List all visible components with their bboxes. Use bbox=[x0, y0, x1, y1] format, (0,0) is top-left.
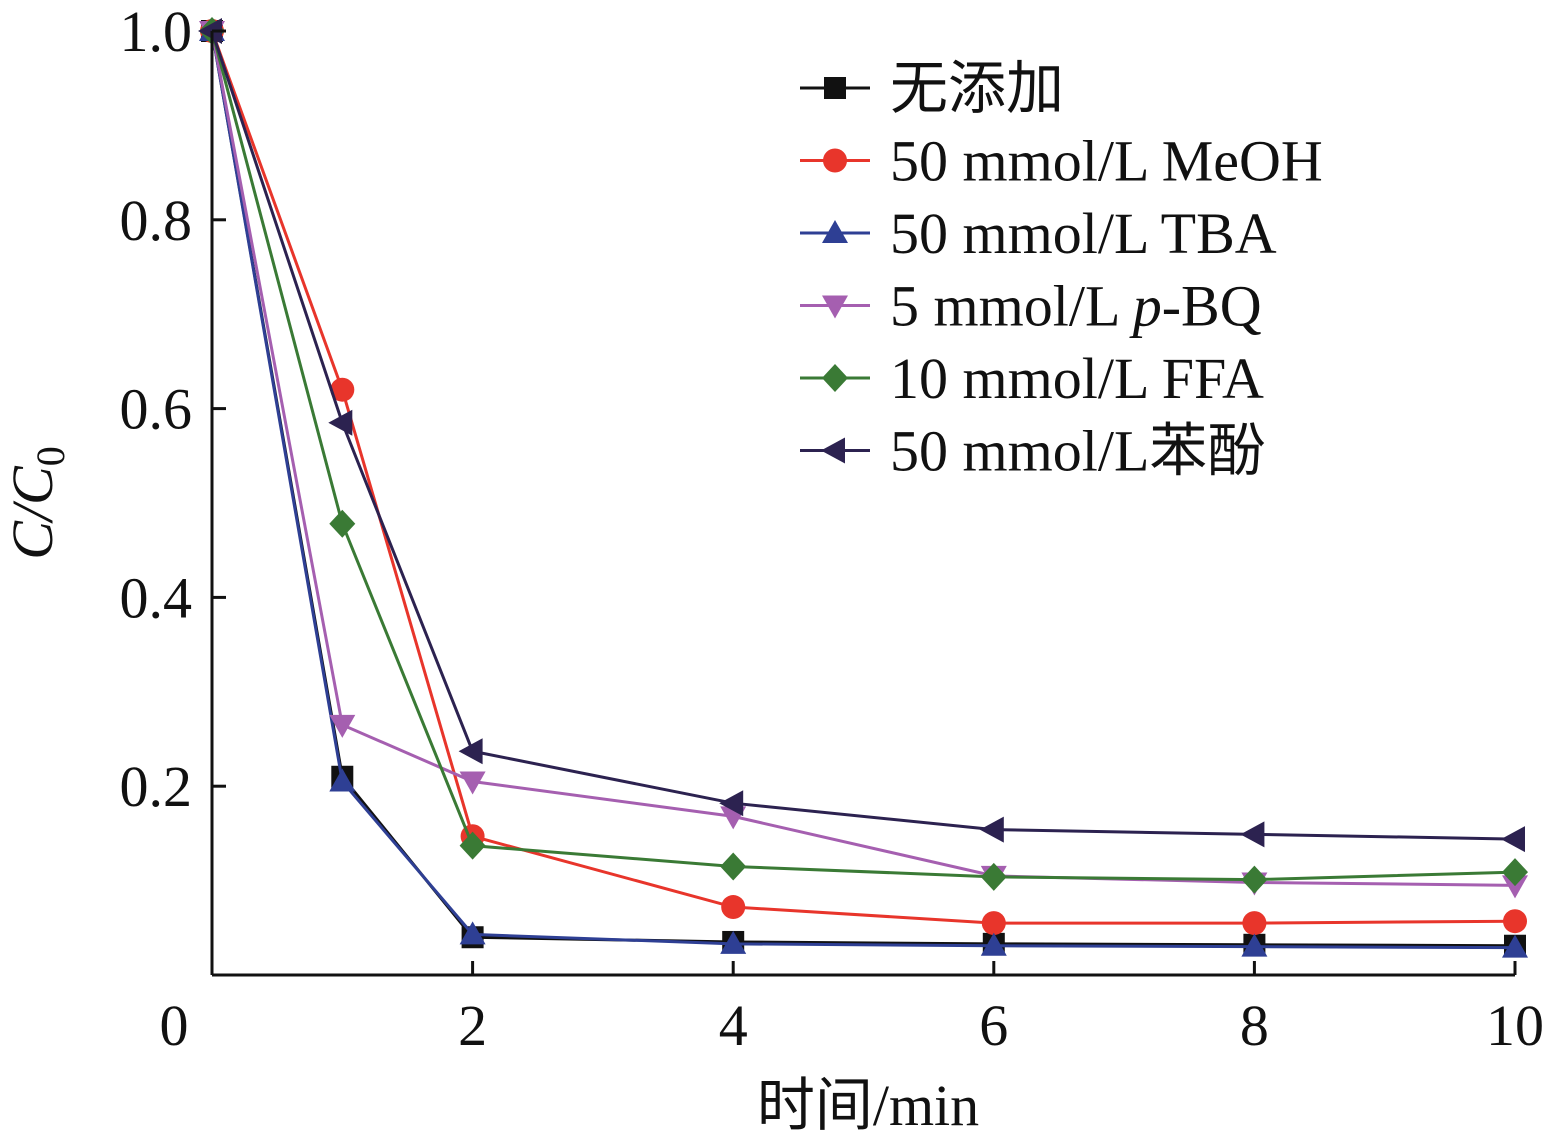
data-point bbox=[1502, 875, 1528, 899]
series-6 bbox=[198, 18, 1525, 853]
series-4 bbox=[199, 21, 1528, 899]
data-point bbox=[328, 409, 353, 436]
data-point bbox=[459, 771, 486, 795]
y-tick-label: 1.0 bbox=[120, 0, 193, 64]
data-point bbox=[459, 831, 486, 860]
x-tick-label: 2 bbox=[458, 993, 487, 1058]
data-point bbox=[719, 790, 744, 817]
data-point bbox=[198, 18, 222, 44]
data-point bbox=[1241, 933, 1268, 957]
x-tick-label: 6 bbox=[979, 993, 1008, 1058]
legend-marker bbox=[822, 295, 848, 319]
data-point bbox=[329, 509, 356, 538]
legend-marker bbox=[824, 77, 846, 99]
legend-label: 50 mmol/L苯酚 bbox=[890, 419, 1265, 484]
legend-item: 50 mmol/L MeOH bbox=[800, 129, 1323, 194]
y-axis: 0.2 0.4 0.6 0.8 1.0 bbox=[120, 0, 226, 975]
legend-label: 50 mmol/L MeOH bbox=[890, 129, 1323, 194]
legend-marker bbox=[823, 148, 847, 173]
data-point bbox=[720, 930, 747, 954]
data-point bbox=[329, 768, 356, 792]
legend-item: 50 mmol/L TBA bbox=[800, 201, 1277, 266]
legend-label: 50 mmol/L TBA bbox=[890, 201, 1277, 266]
legend-marker bbox=[822, 220, 848, 243]
y-tick-label: 0.2 bbox=[120, 754, 193, 819]
data-point bbox=[459, 921, 486, 945]
data-point bbox=[979, 816, 1004, 843]
legend: 无添加 50 mmol/L MeOH 50 mmol/L TBA 5 mmol/L p… bbox=[800, 56, 1323, 484]
x-tick-label: 4 bbox=[719, 993, 748, 1058]
data-point bbox=[980, 862, 1007, 891]
data-point bbox=[980, 932, 1007, 956]
legend-label: 10 mmol/L FFA bbox=[890, 346, 1264, 411]
data-point bbox=[329, 714, 356, 738]
legend-marker bbox=[822, 364, 848, 392]
data-point bbox=[981, 911, 1006, 936]
y-axis-title: C/C0 bbox=[0, 446, 73, 560]
series-group bbox=[198, 17, 1528, 958]
y-tick-label: 0.4 bbox=[120, 565, 193, 630]
data-point bbox=[720, 852, 747, 881]
x-axis: 0 2 4 6 8 10 bbox=[160, 961, 1544, 1058]
series-5 bbox=[199, 17, 1528, 894]
y-tick-label: 0.8 bbox=[120, 188, 193, 253]
y-tick-label: 0.6 bbox=[120, 377, 193, 442]
x-tick-label: 0 bbox=[160, 993, 189, 1058]
data-point bbox=[1240, 821, 1265, 848]
legend-label: 5 mmol/L p-BQ bbox=[890, 274, 1262, 339]
data-point bbox=[1241, 865, 1268, 894]
data-point bbox=[1501, 826, 1525, 853]
legend-label: 无添加 bbox=[890, 56, 1064, 121]
data-point bbox=[1242, 911, 1267, 936]
x-axis-title: 时间/min bbox=[757, 1073, 979, 1138]
data-point bbox=[721, 895, 746, 920]
legend-marker bbox=[821, 437, 845, 464]
data-point bbox=[1503, 909, 1527, 934]
series-2 bbox=[200, 19, 1527, 936]
legend-item: 50 mmol/L苯酚 bbox=[800, 419, 1265, 484]
data-point bbox=[330, 377, 355, 402]
legend-item: 无添加 bbox=[800, 56, 1064, 121]
x-tick-label: 8 bbox=[1240, 993, 1269, 1058]
legend-item: 10 mmol/L FFA bbox=[800, 346, 1264, 411]
data-point bbox=[1502, 858, 1528, 887]
legend-item: 5 mmol/L p-BQ bbox=[800, 274, 1262, 339]
data-point bbox=[458, 738, 483, 765]
data-point bbox=[1502, 934, 1528, 958]
x-tick-label: 10 bbox=[1486, 993, 1544, 1058]
